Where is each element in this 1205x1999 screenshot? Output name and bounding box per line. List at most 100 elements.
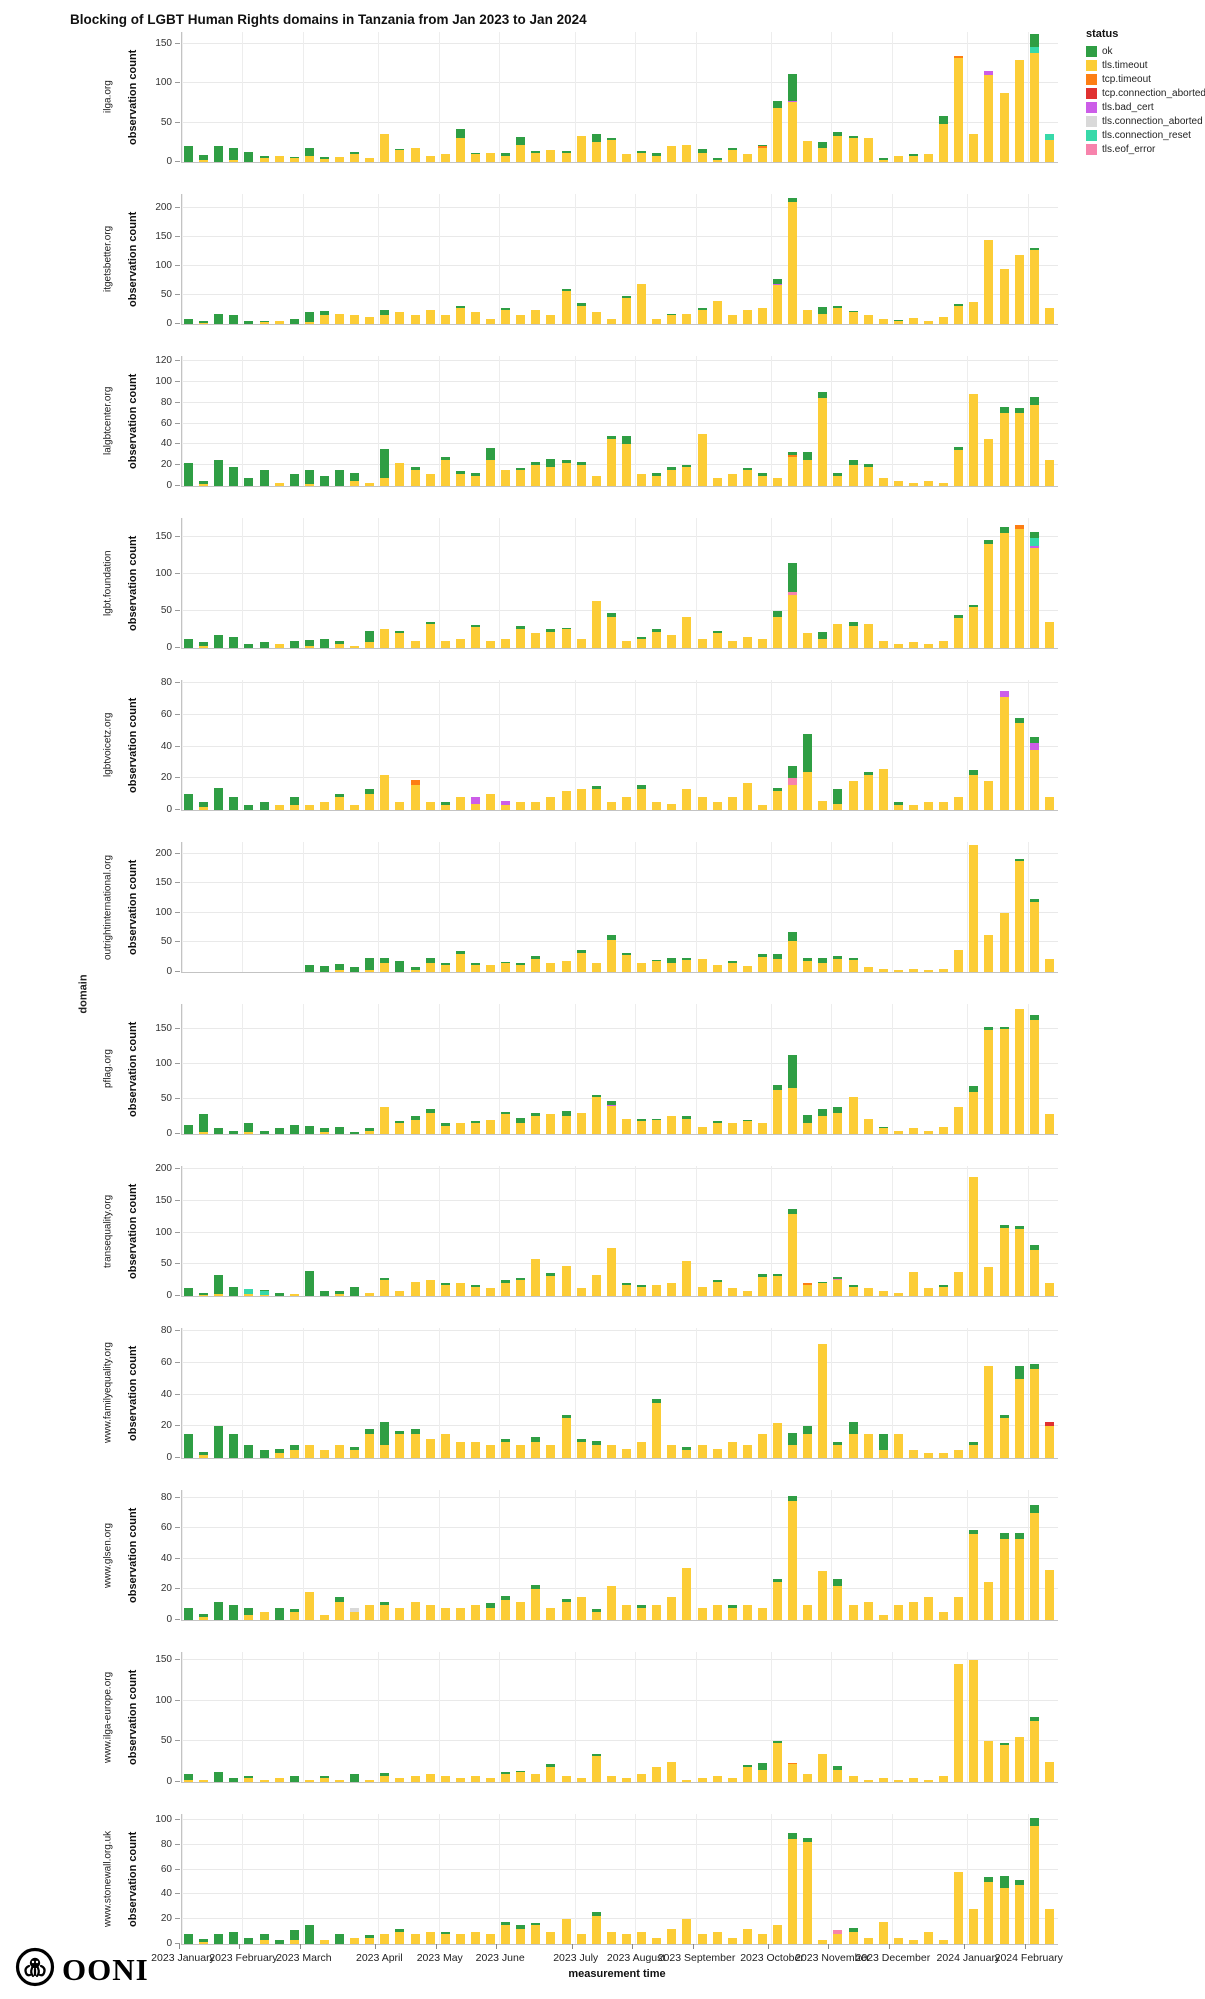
gridline-vertical: [242, 1166, 244, 1296]
stacked-bar: [591, 134, 601, 162]
plot-area: [181, 32, 1058, 163]
bar-segment-tt: [757, 1276, 767, 1296]
bar-segment-ok: [516, 136, 526, 145]
bar-segment-tt: [1044, 622, 1054, 648]
bar-segment-ok: [501, 153, 511, 156]
bar-segment-eof: [833, 1278, 843, 1281]
bar-segment-tt: [184, 1780, 193, 1782]
bar-segment-ok: [531, 1584, 541, 1590]
bar-segment-ok: [1029, 396, 1039, 405]
y-tick-label: 40: [160, 1552, 172, 1564]
bar-segment-ok: [350, 1131, 360, 1134]
bar-segment-tt: [561, 961, 571, 972]
bar-segment-tt: [1014, 860, 1024, 972]
stacked-bar: [637, 636, 647, 648]
bar-segment-tt: [742, 1604, 752, 1620]
bar-segment-tt: [546, 150, 556, 162]
bar-segment-ok: [591, 134, 601, 143]
bar-segment-tt: [742, 1929, 752, 1944]
bar-segment-ok: [833, 1765, 843, 1770]
bar-segment-ok: [214, 460, 224, 486]
gridline-vertical: [302, 1490, 304, 1620]
gridline-vertical: [1027, 842, 1029, 972]
stacked-bar: [939, 969, 949, 972]
stacked-bar: [516, 802, 526, 810]
bar-segment-tt: [742, 154, 752, 162]
bar-segment-ok: [244, 477, 254, 486]
bar-segment-ok: [893, 319, 903, 322]
bar-segment-ok: [350, 1773, 360, 1782]
bar-segment-tt: [652, 631, 662, 648]
gridline-horizontal: [182, 1893, 1058, 1895]
bar-segment-ok: [259, 470, 269, 486]
bar-segment-ok: [999, 1415, 1009, 1419]
stacked-bar: [863, 315, 873, 324]
stacked-bar: [742, 1119, 752, 1134]
bar-segment-tt: [516, 315, 526, 324]
bar-segment-tt: [682, 616, 692, 648]
bar-segment-tt: [410, 784, 420, 810]
stacked-bar: [1014, 1737, 1024, 1782]
gridline-vertical: [438, 680, 440, 810]
bar-segment-tt: [1044, 460, 1054, 486]
gridline-horizontal: [182, 1199, 1058, 1201]
stacked-bar: [712, 158, 722, 162]
stacked-bar: [727, 1123, 737, 1134]
bar-segment-ok: [863, 464, 873, 468]
stacked-bar: [440, 1434, 450, 1458]
gridline-horizontal: [182, 1740, 1058, 1742]
gridline-vertical: [967, 1490, 969, 1620]
gridline-vertical: [499, 32, 501, 162]
bar-segment-ok: [637, 1119, 647, 1122]
gridline-vertical: [574, 194, 576, 324]
stacked-bar: [304, 1445, 314, 1458]
stacked-bar: [667, 146, 677, 162]
stacked-bar: [999, 691, 1009, 810]
stacked-bar: [667, 1283, 677, 1296]
y-tick-label: 0: [166, 1290, 172, 1301]
bar-segment-ok: [848, 622, 858, 626]
y-tick-label: 100: [155, 376, 172, 387]
facet-panel-www.stonewall.org.uk: www.stonewall.org.uk observation count 0 20…: [95, 1814, 1058, 1949]
facet-domain-label: www.ilga-europe.org: [102, 1671, 114, 1763]
bar-segment-tt: [350, 154, 360, 162]
stacked-bar: [757, 805, 767, 810]
bar-segment-tt: [969, 394, 979, 486]
stacked-bar: [984, 1267, 994, 1296]
bar-segment-tt: [199, 806, 209, 810]
gridline-vertical: [635, 1004, 637, 1134]
gridline-vertical: [499, 518, 501, 648]
stacked-bar: [561, 1265, 571, 1296]
stacked-bar: [878, 1921, 888, 1944]
stacked-bar: [229, 1286, 239, 1296]
stacked-bar: [199, 1292, 209, 1296]
stacked-bar: [561, 1919, 571, 1944]
stacked-bar: [954, 1107, 964, 1134]
plot-area: [181, 356, 1058, 487]
stacked-bar: [1044, 307, 1054, 324]
stacked-bar: [818, 800, 828, 810]
y-tick-mark: [175, 609, 180, 611]
y-tick-mark: [175, 911, 180, 913]
gridline-horizontal: [182, 42, 1058, 44]
x-tick-mark: [299, 1944, 301, 1949]
stacked-bar: [939, 1285, 949, 1296]
stacked-bar: [214, 1772, 224, 1782]
bar-segment-ok: [304, 1925, 314, 1944]
legend-item: ok: [1086, 45, 1205, 58]
stacked-bar: [410, 640, 420, 648]
stacked-bar: [531, 633, 541, 648]
bar-segment-ok: [259, 642, 269, 648]
gridline-vertical: [967, 1814, 969, 1944]
bar-segment-ok: [1029, 1245, 1039, 1251]
y-tick-label: 80: [160, 1838, 172, 1850]
stacked-bar: [863, 1601, 873, 1620]
bar-segment-ok: [470, 963, 480, 965]
gridline-vertical: [574, 356, 576, 486]
bar-segment-tt: [1014, 722, 1024, 810]
bar-segment-tt: [939, 124, 949, 162]
stacked-bar: [561, 627, 571, 648]
bar-segment-ok: [350, 472, 360, 481]
stacked-bar: [637, 1604, 647, 1620]
bar-segment-tt: [999, 1227, 1009, 1296]
